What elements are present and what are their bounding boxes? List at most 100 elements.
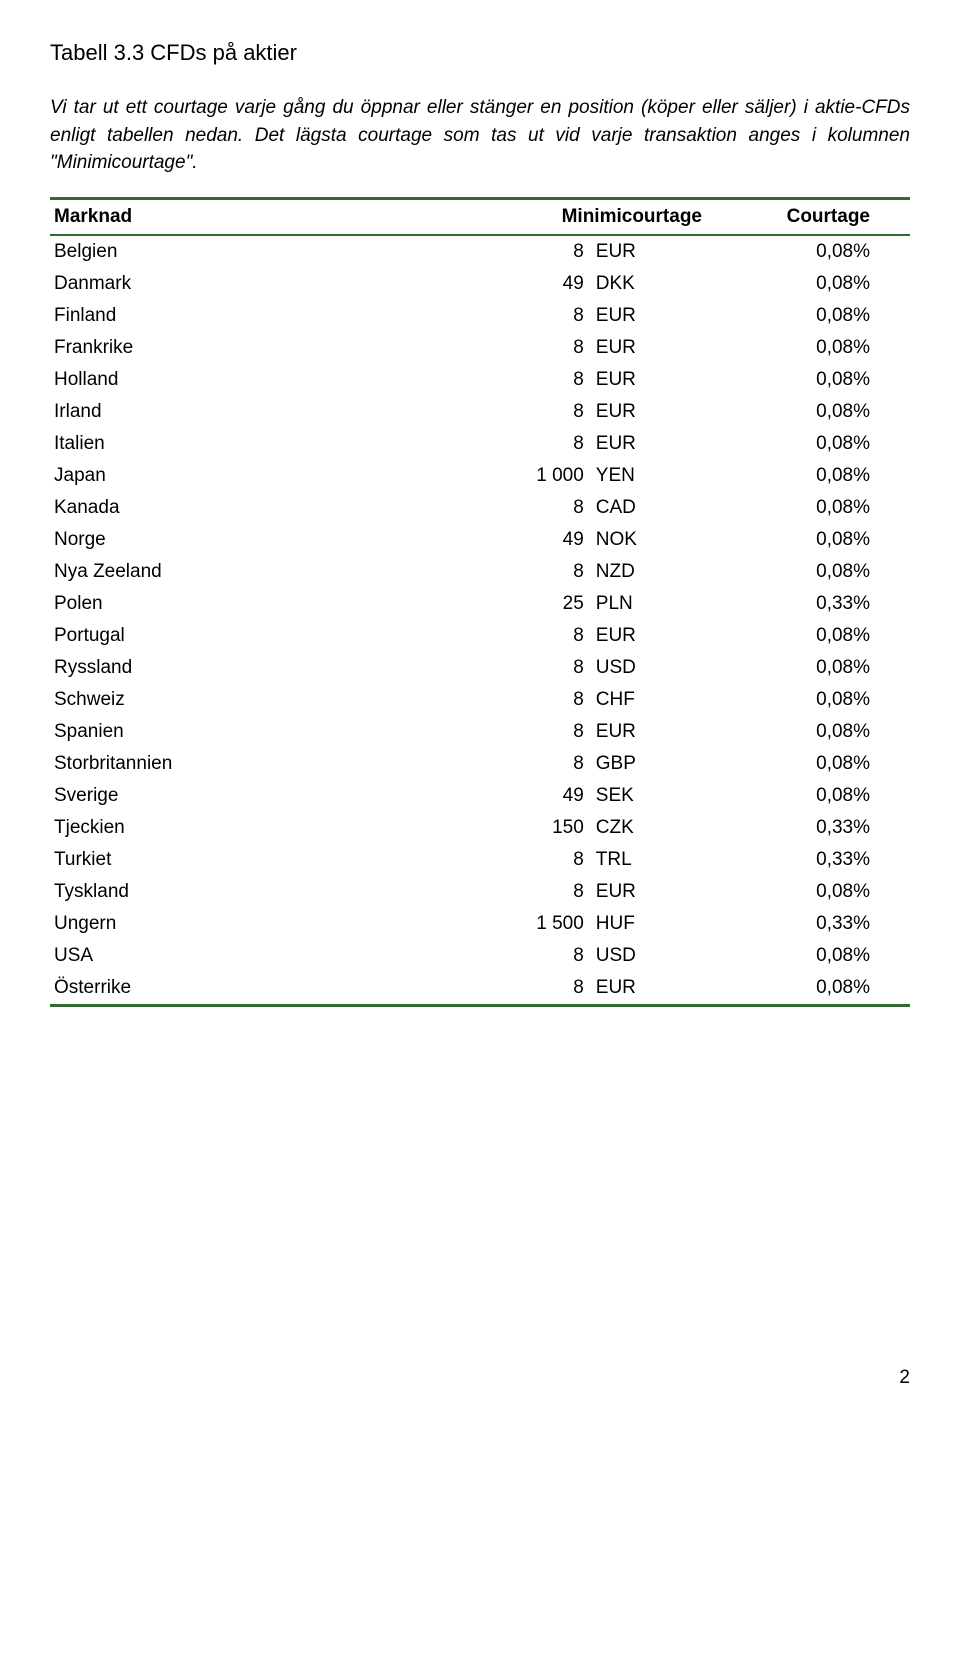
cell-percent: 0,08% (706, 460, 910, 492)
cell-amount: 8 (442, 492, 592, 524)
cell-currency: YEN (592, 460, 706, 492)
cell-percent: 0,33% (706, 812, 910, 844)
cell-percent: 0,08% (706, 524, 910, 556)
cell-percent: 0,08% (706, 684, 910, 716)
cell-amount: 1 000 (442, 460, 592, 492)
cell-market: Belgien (50, 235, 442, 268)
cell-amount: 49 (442, 524, 592, 556)
cell-currency: EUR (592, 716, 706, 748)
cell-amount: 8 (442, 876, 592, 908)
table-row: Nya Zeeland8NZD0,08% (50, 556, 910, 588)
cell-amount: 8 (442, 300, 592, 332)
cell-percent: 0,08% (706, 492, 910, 524)
cell-market: USA (50, 940, 442, 972)
cell-amount: 8 (442, 748, 592, 780)
cell-market: Japan (50, 460, 442, 492)
cell-currency: USD (592, 652, 706, 684)
cell-currency: EUR (592, 396, 706, 428)
table-row: Turkiet8TRL0,33% (50, 844, 910, 876)
cell-currency: NZD (592, 556, 706, 588)
cell-market: Tyskland (50, 876, 442, 908)
cell-percent: 0,08% (706, 300, 910, 332)
cell-percent: 0,08% (706, 652, 910, 684)
cell-percent: 0,08% (706, 556, 910, 588)
table-row: Ryssland8USD0,08% (50, 652, 910, 684)
cell-market: Frankrike (50, 332, 442, 364)
cell-market: Österrike (50, 972, 442, 1006)
cell-amount: 8 (442, 684, 592, 716)
cell-currency: NOK (592, 524, 706, 556)
cell-percent: 0,08% (706, 396, 910, 428)
table-row: Holland8EUR0,08% (50, 364, 910, 396)
table-row: Danmark49DKK0,08% (50, 268, 910, 300)
table-row: Spanien8EUR0,08% (50, 716, 910, 748)
table-row: Frankrike8EUR0,08% (50, 332, 910, 364)
cell-percent: 0,08% (706, 620, 910, 652)
cell-amount: 8 (442, 396, 592, 428)
cell-currency: PLN (592, 588, 706, 620)
cell-percent: 0,08% (706, 940, 910, 972)
cell-currency: HUF (592, 908, 706, 940)
intro-paragraph: Vi tar ut ett courtage varje gång du öpp… (50, 94, 910, 177)
cell-percent: 0,08% (706, 268, 910, 300)
cell-amount: 25 (442, 588, 592, 620)
table-row: Tjeckien150CZK0,33% (50, 812, 910, 844)
table-header-row: Marknad Minimicourtage Courtage (50, 198, 910, 235)
table-row: Irland8EUR0,08% (50, 396, 910, 428)
table-row: Storbritannien8GBP0,08% (50, 748, 910, 780)
cell-percent: 0,08% (706, 332, 910, 364)
table-row: Belgien8EUR0,08% (50, 235, 910, 268)
cell-market: Nya Zeeland (50, 556, 442, 588)
cell-market: Finland (50, 300, 442, 332)
cell-currency: EUR (592, 300, 706, 332)
cell-market: Sverige (50, 780, 442, 812)
cell-amount: 1 500 (442, 908, 592, 940)
cell-percent: 0,08% (706, 364, 910, 396)
cell-percent: 0,33% (706, 908, 910, 940)
header-market: Marknad (50, 198, 442, 235)
cell-amount: 8 (442, 556, 592, 588)
table-row: Portugal8EUR0,08% (50, 620, 910, 652)
cell-market: Spanien (50, 716, 442, 748)
cell-amount: 8 (442, 235, 592, 268)
cell-market: Ryssland (50, 652, 442, 684)
table-row: Tyskland8EUR0,08% (50, 876, 910, 908)
cell-market: Italien (50, 428, 442, 460)
cell-percent: 0,33% (706, 844, 910, 876)
cell-currency: GBP (592, 748, 706, 780)
cell-percent: 0,33% (706, 588, 910, 620)
table-row: USA8USD0,08% (50, 940, 910, 972)
cell-market: Ungern (50, 908, 442, 940)
table-row: Italien8EUR0,08% (50, 428, 910, 460)
table-row: Österrike8EUR0,08% (50, 972, 910, 1006)
cell-market: Turkiet (50, 844, 442, 876)
cell-currency: CAD (592, 492, 706, 524)
cell-amount: 150 (442, 812, 592, 844)
cell-percent: 0,08% (706, 235, 910, 268)
cell-market: Norge (50, 524, 442, 556)
cell-currency: EUR (592, 332, 706, 364)
cell-market: Schweiz (50, 684, 442, 716)
cell-amount: 8 (442, 428, 592, 460)
cell-currency: EUR (592, 620, 706, 652)
table-row: Norge49NOK0,08% (50, 524, 910, 556)
cell-amount: 49 (442, 780, 592, 812)
cell-market: Storbritannien (50, 748, 442, 780)
cell-currency: EUR (592, 364, 706, 396)
cell-amount: 8 (442, 332, 592, 364)
cell-market: Tjeckien (50, 812, 442, 844)
table-row: Kanada8CAD0,08% (50, 492, 910, 524)
cell-market: Kanada (50, 492, 442, 524)
cell-currency: DKK (592, 268, 706, 300)
cell-market: Irland (50, 396, 442, 428)
cell-percent: 0,08% (706, 876, 910, 908)
cell-currency: USD (592, 940, 706, 972)
table-row: Sverige49SEK0,08% (50, 780, 910, 812)
cell-currency: CZK (592, 812, 706, 844)
table-row: Japan1 000YEN0,08% (50, 460, 910, 492)
header-courtage: Courtage (706, 198, 910, 235)
cell-currency: EUR (592, 972, 706, 1006)
table-row: Ungern1 500HUF0,33% (50, 908, 910, 940)
cell-amount: 8 (442, 716, 592, 748)
cell-currency: EUR (592, 235, 706, 268)
